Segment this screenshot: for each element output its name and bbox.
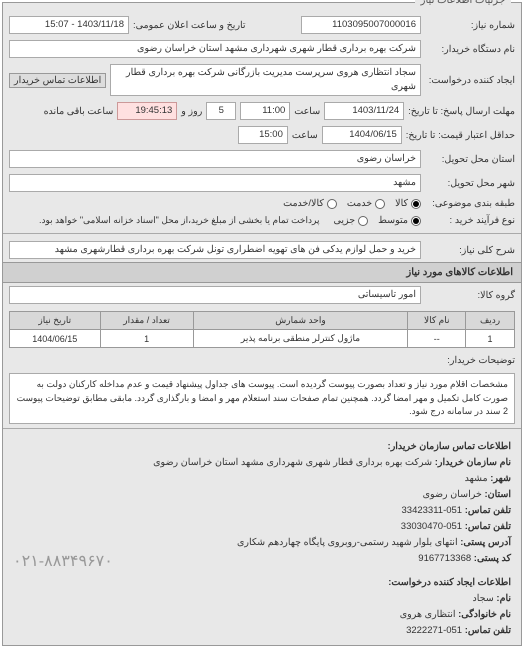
buyer-contact-badge[interactable]: اطلاعات تماس خریدار (9, 73, 106, 88)
remaining-label: ساعت باقی مانده (44, 106, 114, 117)
province-label: استان: (484, 489, 511, 500)
radio-icon (411, 216, 421, 226)
request-number-value: 1103095007000016 (301, 16, 421, 34)
row-buyer-device: نام دستگاه خریدار: شرکت بهره برداری قطار… (3, 37, 521, 61)
row-request-number: شماره نیاز: 1103095007000016 تاریخ و ساع… (3, 13, 521, 37)
delivery-province-value: خراسان رضوی (9, 150, 421, 168)
need-title-value: خرید و حمل لوازم یدکی فن های تهویه اضطرا… (9, 241, 421, 259)
creator-section-title: اطلاعات ایجاد کننده درخواست: (13, 575, 511, 591)
requester-label: ایجاد کننده درخواست: (425, 75, 515, 86)
phone-value: 051-33423311 (402, 505, 463, 516)
delivery-city-value: مشهد (9, 174, 421, 192)
table-header: تاریخ نیاز (10, 312, 101, 330)
days-value: 5 (206, 102, 236, 120)
delivery-city-label: شهر محل تحویل: (425, 178, 515, 189)
radio-icon (358, 216, 368, 226)
group-value: امور تاسیساتی (9, 286, 421, 304)
table-cell: -- (408, 330, 466, 348)
deadline-reply-date: 1403/11/24 (324, 102, 404, 120)
table-header: ردیف (466, 312, 515, 330)
creator-lastname-label: نام خانوادگی: (458, 609, 511, 620)
table-header: واحد شمارش (193, 312, 408, 330)
table-header: نام کالا (408, 312, 466, 330)
group-label: گروه کالا: (425, 290, 515, 301)
price-validity-time-label: ساعت (292, 130, 318, 141)
creator-phone-value: 051-3222271 (406, 625, 462, 636)
table-header: تعداد / مقدار (100, 312, 193, 330)
row-price-validity: حداقل اعتبار قیمت: تا تاریخ: 1404/06/15 … (3, 123, 521, 147)
panel-title: جزئیات اطلاعات نیاز (415, 0, 511, 6)
remaining-time: 19:45:13 (117, 102, 177, 120)
postal-addr-label: آدرس پستی: (460, 537, 511, 548)
budget-option-goods[interactable]: کالا (395, 198, 421, 209)
province-value: خراسان رضوی (423, 489, 482, 500)
announce-value: 1403/11/18 - 15:07 (9, 16, 129, 34)
row-delivery-province: استان محل تحویل: خراسان رضوی (3, 147, 521, 171)
deadline-reply-label: مهلت ارسال پاسخ: تا تاریخ: (408, 106, 515, 117)
postal-addr-value: انتهای بلوار شهید رستمی-روبروی پایگاه چه… (237, 537, 458, 548)
need-details-panel: جزئیات اطلاعات نیاز شماره نیاز: 11030950… (2, 2, 522, 646)
budget-option-service[interactable]: خدمت (347, 198, 385, 209)
buyer-device-label: نام دستگاه خریدار: (425, 44, 515, 55)
table-cell: 1 (100, 330, 193, 348)
process-radio-group: متوسط جزیی (333, 215, 421, 226)
row-need-title: شرح کلی نیاز: خرید و حمل لوازم یدکی فن ه… (3, 238, 521, 262)
radio-icon (411, 199, 421, 209)
buyer-notes-label: توضیحات خریدار: (425, 355, 515, 366)
process-option-mid[interactable]: متوسط (378, 215, 421, 226)
price-validity-time: 15:00 (238, 126, 288, 144)
creator-lastname-value: انتظاری هروی (400, 609, 456, 620)
need-title-label: شرح کلی نیاز: (425, 245, 515, 256)
buyer-notes-box: مشخصات اقلام مورد نیاز و تعداد بصورت پیو… (9, 373, 515, 424)
days-label: روز و (181, 106, 202, 117)
creator-name-label: نام: (496, 593, 511, 604)
row-process-type: نوع فرآیند خرید : متوسط جزیی پرداخت تمام… (3, 212, 521, 229)
process-note: پرداخت تمام یا بخشی از مبلغ خرید،از محل … (39, 215, 319, 226)
radio-icon (327, 199, 337, 209)
row-budget-classification: طبقه بندی موضوعی: کالا خدمت کالا/خدمت (3, 195, 521, 212)
price-validity-date: 1404/06/15 (322, 126, 402, 144)
city-label: شهر: (490, 473, 511, 484)
contact-block: اطلاعات تماس سازمان خریدار: نام سازمان خ… (3, 433, 521, 646)
row-delivery-city: شهر محل تحویل: مشهد (3, 171, 521, 195)
goods-table: ردیفنام کالاواحد شمارشتعداد / مقدارتاریخ… (9, 311, 515, 348)
row-deadline: مهلت ارسال پاسخ: تا تاریخ: 1403/11/24 سا… (3, 99, 521, 123)
process-type-label: نوع فرآیند خرید : (425, 215, 515, 226)
buyer-device-value: شرکت بهره برداری قطار شهری شهرداری مشهد … (9, 40, 421, 58)
process-option-small[interactable]: جزیی (333, 215, 368, 226)
fax-label: تلفن تماس: (465, 521, 511, 532)
row-goods-group: گروه کالا: امور تاسیساتی (3, 283, 521, 307)
table-row: 1--ماژول کنترلر منطقی برنامه پذیر11404/0… (10, 330, 515, 348)
requester-value: سجاد انتظاری هروی سرپرست مدیریت بازرگانی… (110, 64, 421, 96)
fax-value: 051-33030470 (401, 521, 462, 532)
budget-option-both[interactable]: کالا/خدمت (283, 198, 337, 209)
org-name-label: نام سازمان خریدار: (435, 457, 511, 468)
price-validity-label: حداقل اعتبار قیمت: تا تاریخ: (406, 130, 515, 141)
table-cell: ماژول کنترلر منطقی برنامه پذیر (193, 330, 408, 348)
budget-row-label: طبقه بندی موضوعی: (425, 198, 515, 209)
goods-section-header: اطلاعات کالاهای مورد نیاز (3, 262, 521, 283)
creator-name-value: سجاد (473, 593, 494, 604)
announce-label: تاریخ و ساعت اعلان عمومی: (133, 20, 246, 31)
postal-code-value: 9167713368 (418, 553, 471, 564)
postal-code-label: کد پستی: (474, 553, 511, 564)
deadline-reply-time: 11:00 (240, 102, 290, 120)
org-name-value: شرکت بهره برداری قطار شهری شهرداری مشهد … (153, 457, 432, 468)
delivery-province-label: استان محل تحویل: (425, 154, 515, 165)
creator-phone-label: تلفن تماس: (465, 625, 511, 636)
budget-radio-group: کالا خدمت کالا/خدمت (283, 198, 421, 209)
table-cell: 1404/06/15 (10, 330, 101, 348)
phone-label: تلفن تماس: (465, 505, 511, 516)
request-number-label: شماره نیاز: (425, 20, 515, 31)
row-requester: ایجاد کننده درخواست: سجاد انتظاری هروی س… (3, 61, 521, 99)
deadline-time-label: ساعت (294, 106, 320, 117)
table-cell: 1 (466, 330, 515, 348)
radio-icon (375, 199, 385, 209)
row-buyer-notes: توضیحات خریدار: (3, 352, 521, 369)
contact-section-title: اطلاعات تماس سازمان خریدار: (13, 439, 511, 455)
city-value: مشهد (465, 473, 488, 484)
